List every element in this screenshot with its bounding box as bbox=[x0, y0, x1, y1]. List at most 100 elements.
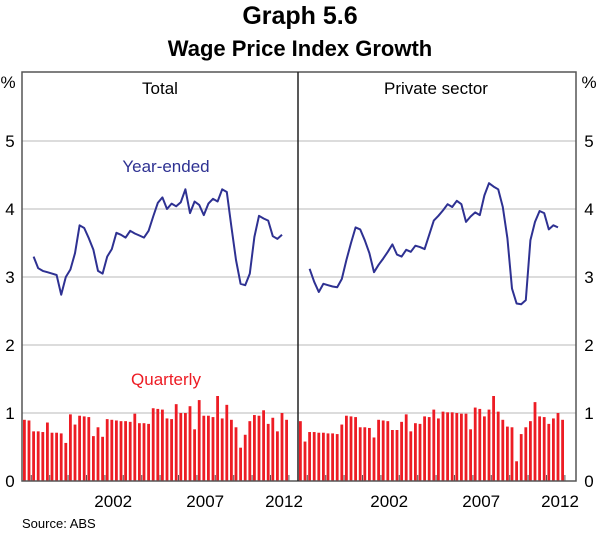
quarterly-bar bbox=[105, 419, 109, 481]
quarterly-bar bbox=[331, 433, 334, 481]
plot-border bbox=[21, 71, 577, 482]
quarterly-bar bbox=[184, 413, 187, 481]
quarterly-bar bbox=[41, 432, 45, 481]
quarterly-bar bbox=[386, 421, 390, 481]
legend-quarterly: Quarterly bbox=[131, 370, 201, 389]
quarterly-bar bbox=[50, 432, 54, 481]
quarterly-bar bbox=[519, 434, 523, 481]
quarterly-bar bbox=[308, 432, 311, 481]
quarterly-bar bbox=[271, 417, 275, 481]
quarterly-bar bbox=[211, 417, 215, 481]
quarterly-bar bbox=[533, 402, 537, 481]
quarterly-bar bbox=[510, 427, 514, 481]
y-tick-label-left: 5 bbox=[5, 132, 14, 151]
quarterly-bar bbox=[220, 418, 224, 481]
quarterly-bar bbox=[335, 434, 339, 481]
y-tick-label-left: 0 bbox=[5, 472, 14, 491]
quarterly-bar bbox=[515, 461, 518, 481]
quarterly-bar bbox=[32, 431, 35, 481]
quarterly-bar bbox=[395, 430, 399, 481]
year-ended-lines bbox=[32, 182, 559, 306]
quarterly-bar bbox=[280, 413, 284, 481]
x-tick-label: 2007 bbox=[186, 492, 224, 511]
y-tick-label-left: 1 bbox=[5, 404, 14, 423]
quarterly-bar bbox=[322, 432, 325, 481]
quarterly-bar bbox=[368, 427, 371, 481]
quarterly-bar bbox=[299, 421, 302, 481]
quarterly-bar bbox=[345, 415, 348, 481]
y-tick-label-left: 4 bbox=[5, 200, 14, 219]
quarterly-bar bbox=[349, 416, 353, 481]
quarterly-bar bbox=[446, 412, 449, 481]
quarterly-bar bbox=[427, 417, 431, 481]
quarterly-bar bbox=[441, 411, 445, 481]
quarterly-bar bbox=[262, 410, 265, 481]
quarterly-bar bbox=[110, 419, 114, 481]
quarterly-bar bbox=[317, 432, 321, 481]
quarterly-bar bbox=[193, 429, 196, 481]
quarterly-bar bbox=[253, 415, 256, 481]
quarterly-bar bbox=[225, 404, 229, 481]
quarterly-bar bbox=[409, 431, 413, 481]
quarterly-bar bbox=[142, 423, 146, 481]
quarterly-bar bbox=[455, 413, 459, 481]
y-unit-left: % bbox=[0, 73, 15, 92]
quarterly-bar bbox=[27, 420, 31, 481]
quarterly-bar bbox=[151, 408, 155, 481]
quarterly-bar bbox=[170, 419, 173, 481]
x-tick-label: 2002 bbox=[94, 492, 132, 511]
quarterly-bar bbox=[266, 423, 270, 481]
legend-year-ended: Year-ended bbox=[122, 157, 209, 176]
x-tick-label: 2012 bbox=[541, 492, 579, 511]
quarterly-bar bbox=[207, 415, 210, 481]
quarterly-bar bbox=[156, 408, 160, 481]
quarterly-bar bbox=[303, 441, 307, 481]
quarterly-bar bbox=[483, 416, 486, 481]
quarterly-bar bbox=[354, 417, 357, 481]
quarterly-bar bbox=[450, 412, 454, 481]
gridlines bbox=[22, 140, 576, 414]
quarterly-bar bbox=[78, 415, 81, 481]
quarterly-bar bbox=[59, 433, 63, 481]
plot-frame bbox=[21, 71, 577, 482]
y-tick-label-left: 3 bbox=[5, 268, 14, 287]
quarterly-bar bbox=[377, 419, 380, 481]
axis-labels: 0 0 1 1 2 2 3 3 4 4 5 5 2002 2007 2012 2002 2007 2012 bbox=[5, 132, 593, 511]
quarterly-bar bbox=[542, 417, 546, 481]
quarterly-bar bbox=[87, 417, 91, 481]
y-tick-label-right: 5 bbox=[584, 132, 593, 151]
quarterly-bar bbox=[561, 419, 564, 481]
quarterly-bar bbox=[257, 415, 261, 481]
quarterly-bar bbox=[138, 423, 141, 481]
quarterly-bar bbox=[276, 431, 279, 481]
quarterly-bar bbox=[552, 418, 555, 481]
quarterly-bar bbox=[133, 413, 137, 481]
quarterly-bar bbox=[147, 423, 150, 481]
quarterly-bar bbox=[391, 430, 394, 481]
year-ended-line-total bbox=[32, 188, 283, 296]
quarterly-bar bbox=[496, 411, 500, 481]
quarterly-bar bbox=[165, 418, 169, 481]
x-tick-label: 2002 bbox=[370, 492, 408, 511]
quarterly-bar bbox=[363, 427, 367, 481]
quarterly-bar bbox=[464, 413, 468, 481]
quarterly-bar bbox=[538, 416, 541, 481]
quarterly-bar bbox=[55, 432, 58, 481]
quarterly-bar bbox=[473, 407, 477, 481]
quarterly-bar bbox=[46, 422, 49, 481]
quarterly-bar bbox=[381, 420, 385, 481]
quarterly-bar bbox=[128, 421, 132, 481]
quarterly-bar bbox=[234, 427, 238, 481]
quarterly-bar bbox=[437, 418, 440, 481]
quarterly-bar bbox=[124, 421, 127, 481]
quarterly-bar bbox=[460, 413, 463, 481]
quarterly-bar bbox=[478, 408, 482, 481]
quarterly-bar bbox=[400, 421, 403, 481]
quarterly-bar bbox=[96, 427, 100, 481]
quarterly-bar bbox=[64, 442, 68, 481]
panel-title-private-sector: Private sector bbox=[384, 79, 488, 98]
quarterly-bar bbox=[524, 427, 528, 481]
quarterly-bar bbox=[326, 433, 330, 481]
quarterly-bar bbox=[82, 416, 86, 481]
